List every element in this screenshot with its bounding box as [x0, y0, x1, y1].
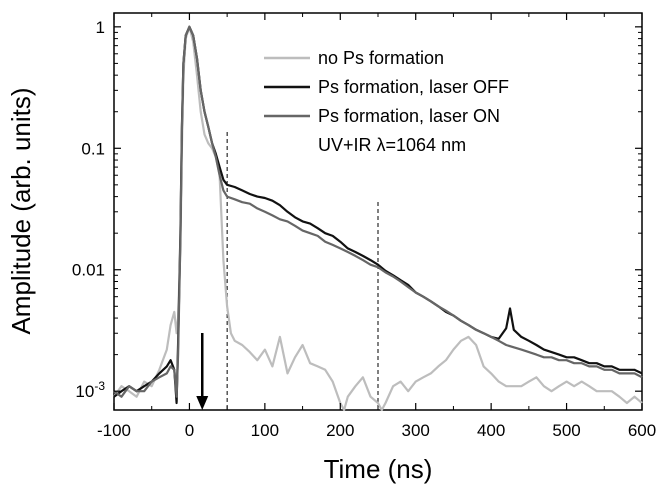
x-tick-label: 300 — [402, 421, 430, 440]
legend-label: Ps formation, laser OFF — [318, 77, 509, 97]
legend-label: no Ps formation — [318, 48, 444, 68]
y-axis-label: Amplitude (arb. units) — [6, 87, 36, 334]
y-tick-label: 1 — [96, 18, 105, 37]
y-tick-label: 0.1 — [81, 139, 105, 158]
x-axis-label: Time (ns) — [324, 454, 433, 484]
legend-label: Ps formation, laser ON — [318, 106, 500, 126]
x-tick-label: 600 — [628, 421, 656, 440]
arrow-head — [196, 396, 209, 410]
x-tick-label: -100 — [97, 421, 131, 440]
y-tick-label-exponent: -3 — [94, 379, 105, 393]
legend-note: UV+IR λ=1064 nm — [318, 135, 466, 155]
y-tick-label: 10-3 — [75, 379, 105, 401]
x-tick-label: 200 — [326, 421, 354, 440]
series-line-2 — [113, 25, 643, 398]
x-tick-label: 400 — [477, 421, 505, 440]
x-tick-label: 100 — [251, 421, 279, 440]
x-tick-label: 0 — [185, 421, 194, 440]
x-tick-label: 500 — [552, 421, 580, 440]
y-tick-label: 0.01 — [72, 261, 105, 280]
